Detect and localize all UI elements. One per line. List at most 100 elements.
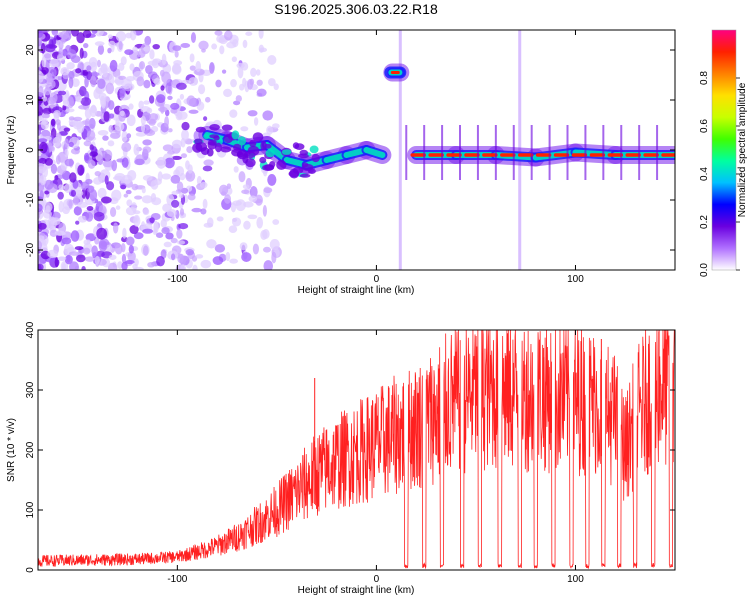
spectrogram-speckle bbox=[57, 53, 64, 59]
spectrogram-speckle bbox=[107, 140, 115, 147]
spectrogram-speckle bbox=[64, 158, 75, 167]
spectrogram-vertical-stripe bbox=[398, 30, 402, 270]
spectrogram-speckle bbox=[237, 66, 244, 79]
spectrogram-speckle bbox=[242, 39, 248, 49]
spectrogram-xtick-label: -100 bbox=[167, 274, 187, 285]
spectrogram-blob bbox=[263, 164, 275, 171]
spectrogram-speckle bbox=[108, 254, 117, 260]
spectrogram-speckle bbox=[105, 82, 115, 95]
spectrogram-speckle bbox=[140, 115, 147, 126]
spectrogram-speckle bbox=[75, 68, 82, 74]
spectrogram-speckle bbox=[67, 49, 77, 60]
spectrogram-speckle bbox=[109, 132, 121, 139]
spectrogram-blob bbox=[220, 146, 232, 153]
spectrogram-speckle bbox=[214, 30, 223, 36]
spectrogram-speckle bbox=[51, 30, 59, 36]
spectrogram-blob bbox=[207, 141, 217, 150]
spectrogram-speckle bbox=[174, 50, 179, 58]
spectrogram-speckle bbox=[145, 64, 153, 75]
spectrogram-speckle bbox=[206, 239, 217, 249]
spectrogram-speckle bbox=[91, 30, 98, 34]
spectrogram-speckle bbox=[68, 70, 75, 80]
spectrogram-blob bbox=[265, 149, 275, 158]
spectrogram-speckle bbox=[57, 90, 67, 96]
spectrogram-speckle bbox=[204, 96, 211, 103]
spectrogram-speckle bbox=[156, 156, 167, 169]
spectrogram-speckle bbox=[47, 96, 57, 105]
snr-xtick-label: -100 bbox=[167, 574, 187, 585]
spectrogram-speckle bbox=[68, 76, 74, 89]
spectrogram-speckle bbox=[149, 217, 155, 224]
spectrogram-speckle bbox=[231, 56, 237, 63]
spectrogram-speckle bbox=[273, 83, 279, 91]
spectrogram-speckle bbox=[162, 144, 174, 152]
spectrogram-speckle bbox=[149, 113, 159, 121]
spectrogram-speckle bbox=[256, 88, 267, 97]
spectrogram-speckle bbox=[132, 46, 138, 53]
spectrogram-speckle bbox=[142, 208, 150, 216]
spectrogram-blob bbox=[252, 132, 264, 142]
spectrogram-speckle bbox=[71, 78, 80, 88]
spectrogram-speckle bbox=[64, 138, 69, 148]
spectrogram-speckle bbox=[198, 40, 209, 50]
spectrogram-speckle bbox=[87, 159, 96, 169]
spectrogram-speckle bbox=[109, 59, 118, 72]
colorbar: 0.0 0.2 0.4 0.6 0.8 Normalized spectral ampl… bbox=[699, 29, 748, 277]
spectrogram-speckle bbox=[107, 47, 112, 54]
spectrogram-speckle bbox=[38, 30, 43, 38]
spectrogram-speckle bbox=[229, 258, 239, 264]
spectrogram-speckle bbox=[103, 149, 113, 161]
spectrogram-speckle bbox=[83, 140, 92, 147]
spectrogram-speckle bbox=[121, 157, 129, 168]
spectrogram-blob bbox=[289, 168, 299, 179]
spectrogram-speckle bbox=[243, 220, 251, 230]
spectrogram-speckle bbox=[38, 128, 42, 136]
spectrogram-speckle bbox=[224, 30, 233, 41]
spectrogram-speckle bbox=[38, 92, 44, 97]
spectrogram-speckle bbox=[85, 233, 97, 242]
spectrogram-speckle bbox=[254, 194, 263, 206]
spectrogram-speckle bbox=[258, 44, 265, 53]
spectrogram-blob bbox=[260, 140, 267, 151]
spectrogram-speckle bbox=[50, 118, 56, 127]
spectrogram-speckle bbox=[141, 187, 146, 194]
spectrogram-speckle bbox=[83, 42, 89, 49]
spectrogram-speckle bbox=[68, 116, 75, 121]
spectrogram-speckle bbox=[128, 103, 134, 110]
spectrogram-speckle bbox=[102, 135, 109, 141]
colorbar-tick-label: 0.8 bbox=[699, 71, 710, 85]
spectrogram-blob bbox=[232, 143, 242, 151]
spectrogram-speckle bbox=[146, 107, 153, 114]
spectrogram-blob bbox=[194, 138, 203, 145]
spectrogram-speckle bbox=[38, 70, 42, 75]
spectrogram-speckle bbox=[109, 206, 117, 218]
spectrogram-speckle bbox=[258, 30, 264, 39]
spectrogram-speckle bbox=[181, 129, 189, 141]
spectrogram-speckle bbox=[101, 97, 107, 109]
spectrogram-speckle bbox=[38, 173, 41, 179]
spectrogram-speckle bbox=[221, 69, 227, 74]
spectrogram-speckle bbox=[142, 228, 154, 234]
spectrogram-speckle bbox=[69, 172, 77, 183]
spectrogram-speckle bbox=[59, 131, 68, 136]
spectrogram-speckle bbox=[172, 45, 182, 52]
spectrogram-speckle bbox=[86, 65, 92, 71]
spectrogram-speckle bbox=[128, 244, 135, 254]
spectrogram-speckle bbox=[228, 225, 238, 234]
spectrogram-speckle bbox=[93, 211, 105, 222]
spectrogram-speckle bbox=[165, 82, 172, 94]
spectrogram-speckle bbox=[253, 117, 259, 126]
spectrogram-speckle bbox=[272, 219, 280, 225]
spectrogram-speckle bbox=[42, 201, 53, 213]
spectrogram-speckle bbox=[158, 106, 168, 112]
spectrogram-blob bbox=[281, 149, 292, 155]
spectrogram-speckle bbox=[81, 265, 86, 270]
spectrogram-speckle bbox=[41, 118, 49, 125]
spectrogram-speckle bbox=[79, 47, 84, 59]
spectrogram-speckle bbox=[202, 165, 213, 172]
spectrogram-speckle bbox=[114, 122, 125, 132]
spectrogram-speckle bbox=[76, 121, 85, 134]
spectrogram-speckle bbox=[118, 75, 127, 80]
